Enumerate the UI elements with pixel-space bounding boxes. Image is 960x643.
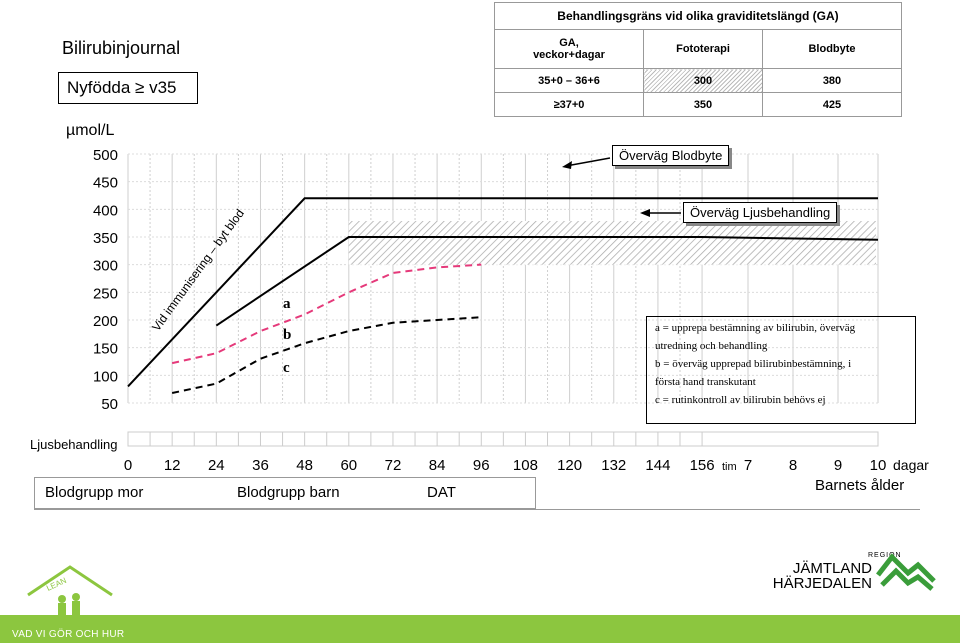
- table-row: ≥37+0 350 425: [494, 92, 902, 117]
- y-tick-label: 350: [93, 230, 118, 247]
- ga-threshold-table: Behandlingsgräns vid olika graviditetslä…: [494, 2, 902, 117]
- callout-ljusbehandling: Överväg Ljusbehandling: [683, 202, 838, 223]
- x-tick-label: 84: [429, 457, 446, 474]
- table-cell: 380: [762, 68, 902, 93]
- y-tick-label: 200: [93, 313, 118, 330]
- x-tick-label: 9: [834, 457, 842, 474]
- table-cell: ≥37+0: [494, 92, 644, 117]
- x-tick-label: 24: [208, 457, 225, 474]
- table-cell: 425: [762, 92, 902, 117]
- blodgrupp-mor-label: Blodgrupp mor: [45, 484, 144, 501]
- legend-box: a = upprepa bestämning av bilirubin, öve…: [646, 316, 916, 424]
- x-tick-label: 12: [164, 457, 181, 474]
- person-body-icon: [72, 601, 80, 625]
- x-axis-title: Barnets ålder: [815, 477, 904, 494]
- x-tick-label: 132: [601, 457, 626, 474]
- x-tick-label: 0: [124, 457, 132, 474]
- person-body-icon: [58, 603, 66, 625]
- dat-label: DAT: [427, 484, 456, 501]
- table-row: 35+0 – 36+6 300 380: [494, 68, 902, 93]
- x-tick-label: 120: [557, 457, 582, 474]
- curve-label-a: a: [283, 296, 291, 312]
- logo-region-text: REGION: [868, 552, 902, 559]
- blodgrupp-barn-label: Blodgrupp barn: [237, 484, 340, 501]
- x-tick-label: 60: [340, 457, 357, 474]
- y-tick-label: 400: [93, 202, 118, 219]
- phototherapy-hatch-band: [348, 221, 876, 265]
- x-tick-label: 108: [513, 457, 538, 474]
- x-tick-label: 144: [645, 457, 670, 474]
- ljusbehandling-label: Ljusbehandling: [30, 437, 117, 452]
- curve-label-c: c: [283, 360, 290, 376]
- ga-header-fototerapi: Fototerapi: [643, 29, 763, 69]
- y-tick-label: 500: [93, 147, 118, 164]
- footer-text: VAD VI GÖR OCH HUR: [12, 629, 125, 640]
- table-cell: 350: [643, 92, 763, 117]
- y-tick-label: 450: [93, 175, 118, 192]
- person-icon: [72, 593, 80, 601]
- divider: [34, 509, 920, 510]
- arrow-head-icon: [562, 161, 572, 169]
- legend-line: utredning och behandling: [655, 340, 768, 352]
- x-tick-label: 156: [690, 457, 715, 474]
- table-cell: 300: [643, 68, 763, 93]
- x-tick-label: 36: [252, 457, 269, 474]
- mountain-icon: [880, 567, 934, 591]
- y-axis-title: µmol/L: [66, 122, 114, 139]
- x-tick-label: 10: [870, 457, 887, 474]
- x-unit-days: dagar: [893, 457, 929, 473]
- y-tick-label: 100: [93, 368, 118, 385]
- curve-label-b: b: [283, 327, 291, 343]
- series-line-a: [171, 263, 482, 365]
- ga-header-blodbyte: Blodbyte: [762, 29, 902, 69]
- footer-bar: [0, 615, 960, 643]
- x-tick-label: 96: [473, 457, 490, 474]
- legend-line: första hand transkutant: [655, 376, 756, 388]
- legend-line: a = upprepa bestämning av bilirubin, öve…: [655, 322, 856, 334]
- x-unit-hours: tim: [722, 461, 737, 473]
- x-tick-label: 7: [744, 457, 752, 474]
- x-tick-label: 48: [296, 457, 313, 474]
- y-tick-label: 50: [101, 396, 118, 413]
- y-tick-label: 300: [93, 258, 118, 275]
- region-jamtland-harjedalen-logo: REGION JÄMTLAND HÄRJEDALEN: [773, 552, 936, 592]
- page-title: Bilirubinjournal: [62, 38, 181, 58]
- legend-line: c = rutinkontroll av bilirubin behövs ej: [655, 394, 826, 406]
- series-line-blodbyte: [127, 197, 878, 388]
- table-cell: 35+0 – 36+6: [494, 68, 644, 93]
- house-roof-icon: [27, 565, 113, 597]
- x-tick-label: 72: [385, 457, 402, 474]
- callout-blodbyte: Överväg Blodbyte: [612, 145, 730, 166]
- y-tick-label: 250: [93, 285, 118, 302]
- arrow-head-icon: [640, 209, 650, 217]
- series-line-c: [171, 316, 482, 395]
- x-tick-label: 8: [789, 457, 797, 474]
- arrow-icon: [565, 157, 611, 167]
- logo-jamtland-text: JÄMTLAND: [793, 560, 872, 577]
- lean-text: LEAN: [45, 576, 68, 593]
- lean-house-logo: LEAN: [27, 565, 113, 625]
- blood-group-table: Blodgrupp mor Blodgrupp barn DAT: [34, 477, 536, 509]
- logo-harjedalen-text: HÄRJEDALEN: [773, 575, 872, 592]
- mountain-icon: [876, 553, 936, 583]
- subtitle-box: Nyfödda ≥ v35: [58, 72, 198, 104]
- series-line-ljus: [215, 236, 879, 327]
- legend-line: b = överväg upprepad bilirubinbestämning…: [655, 358, 852, 370]
- person-icon: [58, 595, 66, 603]
- y-tick-label: 150: [93, 341, 118, 358]
